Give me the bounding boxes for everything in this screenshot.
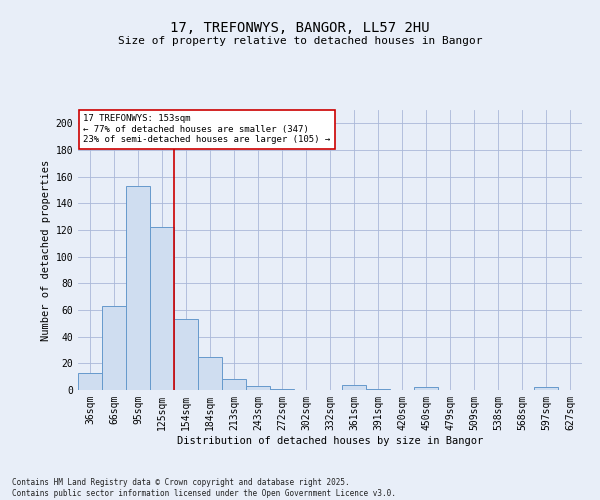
Bar <box>102 306 126 390</box>
Bar <box>534 388 558 390</box>
Text: 17 TREFONWYS: 153sqm
← 77% of detached houses are smaller (347)
23% of semi-deta: 17 TREFONWYS: 153sqm ← 77% of detached h… <box>83 114 330 144</box>
Bar <box>414 388 438 390</box>
Bar <box>78 372 102 390</box>
Bar <box>198 356 222 390</box>
Bar <box>270 388 294 390</box>
Bar <box>174 320 198 390</box>
Bar <box>246 386 270 390</box>
Bar <box>126 186 150 390</box>
Bar <box>222 380 246 390</box>
Y-axis label: Number of detached properties: Number of detached properties <box>41 160 52 340</box>
Text: 17, TREFONWYS, BANGOR, LL57 2HU: 17, TREFONWYS, BANGOR, LL57 2HU <box>170 20 430 34</box>
Text: Size of property relative to detached houses in Bangor: Size of property relative to detached ho… <box>118 36 482 46</box>
Text: Contains HM Land Registry data © Crown copyright and database right 2025.
Contai: Contains HM Land Registry data © Crown c… <box>12 478 396 498</box>
Bar <box>150 228 174 390</box>
X-axis label: Distribution of detached houses by size in Bangor: Distribution of detached houses by size … <box>177 436 483 446</box>
Bar <box>366 388 390 390</box>
Bar <box>342 384 366 390</box>
